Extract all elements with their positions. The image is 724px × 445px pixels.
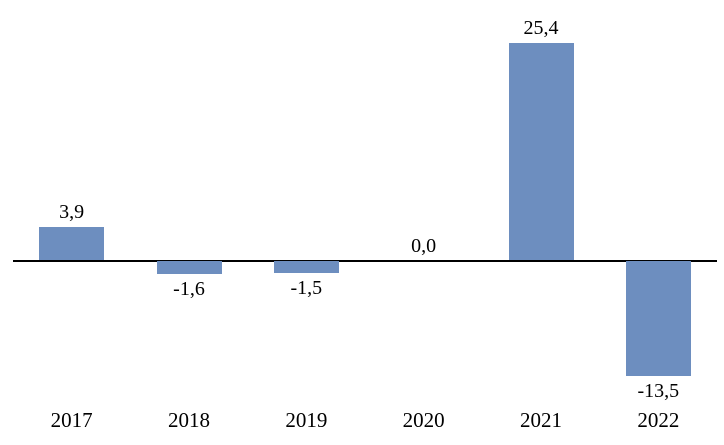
bar-2018	[156, 260, 222, 275]
value-label-2019: -1,5	[290, 277, 323, 300]
value-label-2017: 3,9	[59, 201, 85, 224]
x-tick-label-2019: 2019	[285, 408, 328, 432]
bar-2019	[273, 260, 339, 274]
bar-2021	[508, 42, 574, 261]
x-tick-label-2017: 2017	[50, 408, 93, 432]
x-tick-label-2020: 2020	[402, 408, 445, 432]
x-tick-label-2021: 2021	[520, 408, 562, 432]
bar-2022	[625, 260, 691, 377]
x-tick-label-2022: 2022	[637, 408, 680, 432]
value-label-2022: -13,5	[637, 380, 680, 403]
value-label-2020: 0,0	[411, 234, 437, 257]
x-tick-label-2018: 2018	[168, 408, 210, 432]
value-label-2018: -1,6	[173, 278, 205, 301]
bar-2017	[39, 227, 105, 261]
x-axis-line	[13, 260, 717, 262]
value-label-2021: 25,4	[523, 16, 559, 39]
